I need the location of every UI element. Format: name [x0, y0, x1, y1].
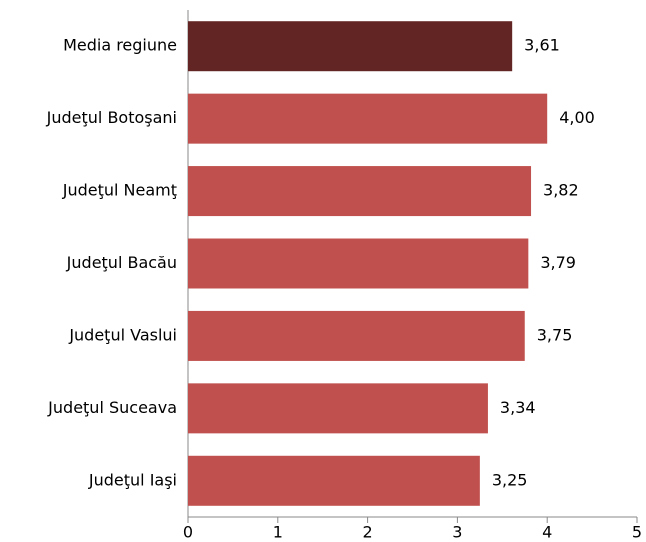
y-tick-label: Judeţul Bacău	[66, 253, 177, 272]
bar	[188, 383, 488, 434]
value-label: 3,82	[543, 181, 579, 200]
bar	[188, 310, 525, 361]
y-tick-label: Media regiune	[63, 36, 177, 55]
x-tick-label: 3	[452, 523, 462, 542]
value-label: 3,25	[492, 470, 528, 489]
bar	[188, 21, 513, 72]
value-label: 3,34	[500, 398, 536, 417]
bar	[188, 455, 480, 506]
y-tick-label: Judeţul Neamţ	[62, 181, 177, 200]
x-tick-label: 4	[542, 523, 552, 542]
bar	[188, 238, 529, 289]
x-tick-label: 5	[632, 523, 642, 542]
bar	[188, 93, 548, 144]
value-label: 4,00	[559, 108, 595, 127]
x-tick-label: 0	[183, 523, 193, 542]
value-label: 3,79	[540, 253, 576, 272]
x-tick-label: 2	[363, 523, 373, 542]
value-label: 3,75	[537, 325, 573, 344]
y-tick-label: Judeţul Iaşi	[88, 470, 177, 489]
y-tick-label: Judeţul Botoşani	[46, 108, 177, 127]
x-tick-label: 1	[273, 523, 283, 542]
value-label: 3,61	[524, 36, 560, 55]
bar	[188, 166, 532, 217]
y-tick-label: Judeţul Suceava	[47, 398, 177, 417]
y-tick-label: Judeţul Vaslui	[68, 325, 177, 344]
